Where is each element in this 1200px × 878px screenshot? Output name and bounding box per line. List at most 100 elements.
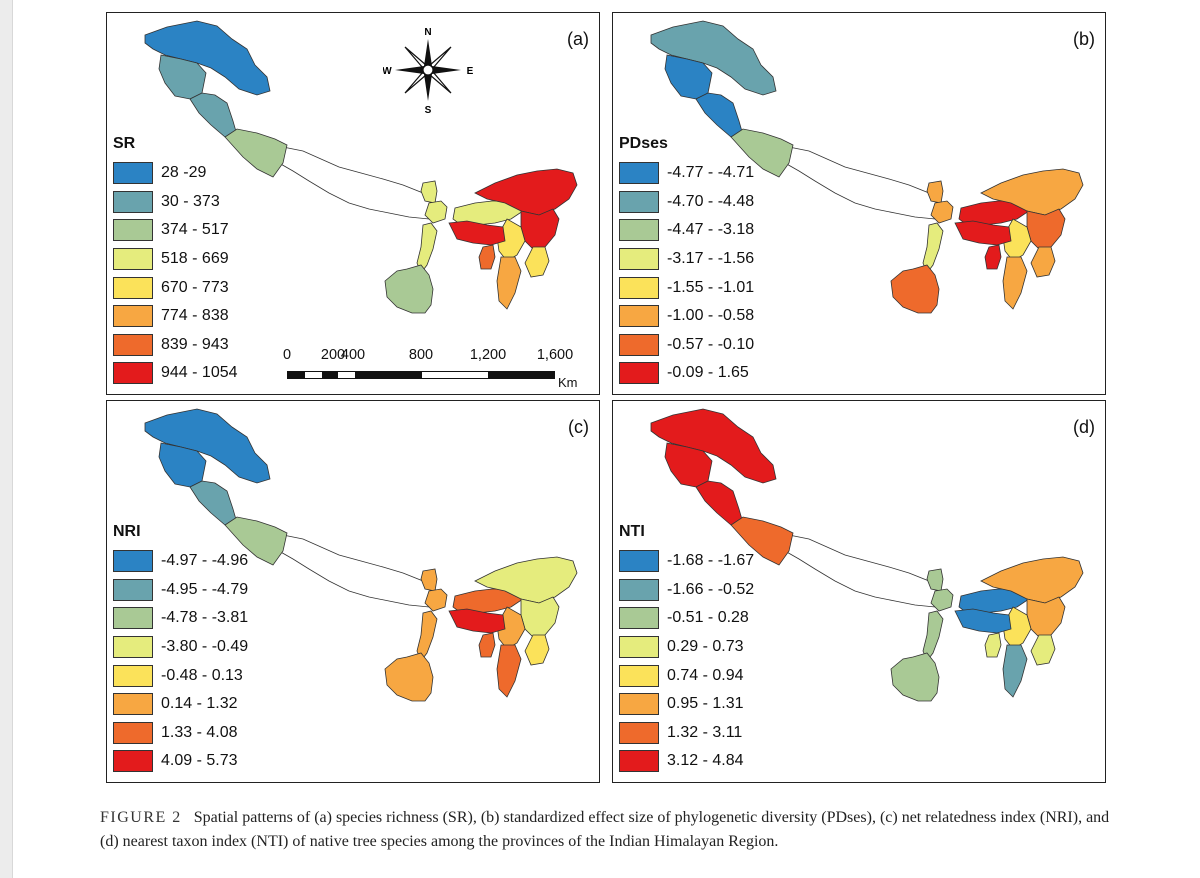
legend-text: -3.17 - -1.56 <box>667 250 755 268</box>
legend-item: 0.29 - 0.73 <box>619 633 754 662</box>
legend-d: NTI -1.68 - -1.67 -1.66 - -0.52 -0.51 - … <box>619 523 754 776</box>
legend-c: NRI -4.97 - -4.96 -4.95 - -4.79 -4.78 - … <box>113 523 248 776</box>
legend-text: -1.00 - -0.58 <box>667 307 755 325</box>
legend-item: -0.09 - 1.65 <box>619 359 754 388</box>
legend-text: 30 - 373 <box>161 192 220 210</box>
legend-item: -1.68 - -1.67 <box>619 547 754 576</box>
legend-swatch <box>619 305 659 328</box>
legend-swatch <box>113 578 153 601</box>
scale-tick: 200 <box>320 347 346 363</box>
province-region <box>1026 596 1066 640</box>
province-region <box>980 556 1084 604</box>
legend-text: 0.14 - 1.32 <box>161 695 238 713</box>
province-region <box>416 610 438 662</box>
legend-swatch <box>619 607 659 630</box>
province-region <box>695 92 744 138</box>
panel-a: (a) SR 28 -29 30 - 373 374 - 517 518 - 6… <box>106 12 600 395</box>
province-region <box>984 244 1002 270</box>
province-region <box>1030 246 1056 278</box>
province-region <box>730 516 794 566</box>
scale-bar-graphic <box>287 371 555 379</box>
legend-swatch <box>113 248 153 271</box>
legend-text: -4.78 - -3.81 <box>161 609 249 627</box>
panel-label-c: (c) <box>568 417 589 437</box>
province-region <box>384 652 434 702</box>
legend-text: -0.48 - 0.13 <box>161 666 243 684</box>
province-region <box>496 256 522 310</box>
province-region <box>474 556 578 604</box>
legend-swatch <box>619 721 659 744</box>
figure-label: FIGURE 2 <box>100 809 182 826</box>
province-region <box>224 516 288 566</box>
legend-b: PDses -4.77 - -4.71 -4.70 - -4.48 -4.47 … <box>619 135 754 388</box>
province-region <box>496 644 522 698</box>
legend-text: 28 -29 <box>161 164 207 182</box>
legend-swatch <box>619 248 659 271</box>
legend-text: 839 - 943 <box>161 335 229 353</box>
province-region <box>144 408 271 484</box>
compass-n: N <box>424 27 431 38</box>
province-region <box>478 244 496 270</box>
legend-item: 28 -29 <box>113 159 238 188</box>
page-edge-strip <box>0 0 13 878</box>
legend-text: 1.33 - 4.08 <box>161 723 238 741</box>
legend-swatch <box>619 693 659 716</box>
legend-item: -0.57 - -0.10 <box>619 331 754 360</box>
map-a <box>144 20 578 314</box>
legend-item: -4.77 - -4.71 <box>619 159 754 188</box>
compass-s: S <box>425 105 432 115</box>
legend-swatch <box>619 750 659 773</box>
legend-text: -4.47 - -3.18 <box>667 221 755 239</box>
legend-text: -4.70 - -4.48 <box>667 192 755 210</box>
province-region <box>922 610 944 662</box>
legend-item: -1.66 - -0.52 <box>619 576 754 605</box>
scale-unit: Km <box>558 375 578 390</box>
legend-swatch <box>619 162 659 185</box>
province-region <box>520 208 560 252</box>
province-region <box>890 652 940 702</box>
legend-swatch <box>113 219 153 242</box>
legend-swatch <box>113 664 153 687</box>
legend-text: -1.66 - -0.52 <box>667 580 755 598</box>
legend-swatch <box>619 362 659 385</box>
legend-swatch <box>113 276 153 299</box>
legend-item: -4.95 - -4.79 <box>113 576 248 605</box>
legend-swatch <box>113 693 153 716</box>
legend-item: 0.95 - 1.31 <box>619 690 754 719</box>
legend-item: 518 - 669 <box>113 245 238 274</box>
legend-title-a: SR <box>113 135 136 152</box>
province-region <box>730 128 794 178</box>
legend-title-b: PDses <box>619 135 668 152</box>
legend-swatch <box>113 305 153 328</box>
panel-d: (d) NTI -1.68 - -1.67 -1.66 - -0.52 -0.5… <box>612 400 1106 783</box>
legend-text: 518 - 669 <box>161 250 229 268</box>
panel-label-d: (d) <box>1073 417 1095 437</box>
legend-text: 670 - 773 <box>161 278 229 296</box>
legend-swatch <box>113 333 153 356</box>
legend-item: -4.78 - -3.81 <box>113 604 248 633</box>
legend-text: 774 - 838 <box>161 307 229 325</box>
legend-item: -1.55 - -1.01 <box>619 273 754 302</box>
province-region <box>524 246 550 278</box>
legend-swatch <box>113 750 153 773</box>
province-region <box>650 20 777 96</box>
map-c <box>144 408 578 702</box>
unstudied-province <box>278 146 436 220</box>
legend-item: 774 - 838 <box>113 302 238 331</box>
legend-text: -1.68 - -1.67 <box>667 552 755 570</box>
province-region <box>520 596 560 640</box>
legend-item: -3.80 - -0.49 <box>113 633 248 662</box>
scale-tick: 1,200 <box>469 347 507 363</box>
province-region <box>1030 634 1056 666</box>
legend-swatch <box>113 190 153 213</box>
legend-item: 374 - 517 <box>113 216 238 245</box>
legend-text: 1.32 - 3.11 <box>667 723 743 741</box>
province-region <box>189 92 238 138</box>
legend-text: -0.09 - 1.65 <box>667 364 749 382</box>
scale-tick: 0 <box>282 347 292 363</box>
scale-bar: 0 200 400 800 1,200 1,600 Km <box>283 347 587 390</box>
province-region <box>980 168 1084 216</box>
legend-a: SR 28 -29 30 - 373 374 - 517 518 - 669 6… <box>113 135 238 388</box>
province-region <box>448 608 506 634</box>
legend-swatch <box>113 607 153 630</box>
